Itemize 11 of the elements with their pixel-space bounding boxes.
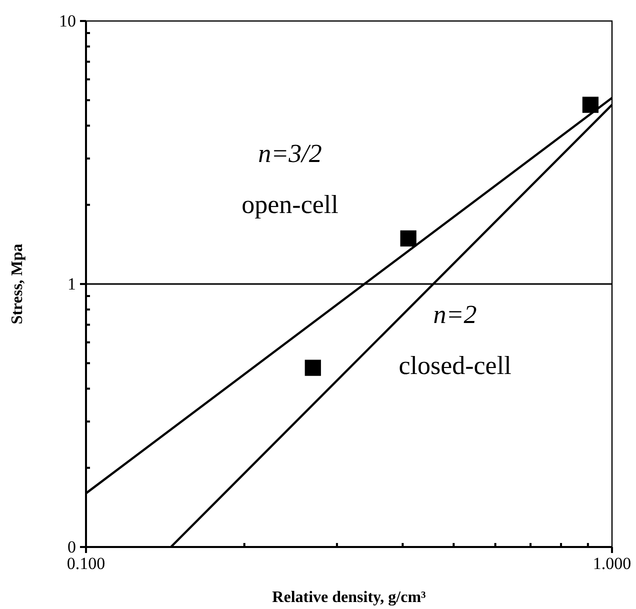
annotation: open-cell (242, 190, 338, 219)
annotation: closed-cell (398, 351, 512, 380)
y-tick-label: 1 (68, 274, 76, 294)
y-axis-title: Stress, Mpa (9, 244, 26, 324)
x-axis-title: Relative density, g/cm³ (272, 589, 426, 606)
annotation: n=2 (433, 300, 477, 329)
x-tick-label: 1.000 (592, 554, 632, 574)
annotation: n=3/2 (258, 139, 322, 168)
y-tick-label: 10 (59, 11, 76, 30)
x-tick-label: 0.100 (66, 554, 106, 574)
y-tick-label: 0 (68, 537, 76, 556)
